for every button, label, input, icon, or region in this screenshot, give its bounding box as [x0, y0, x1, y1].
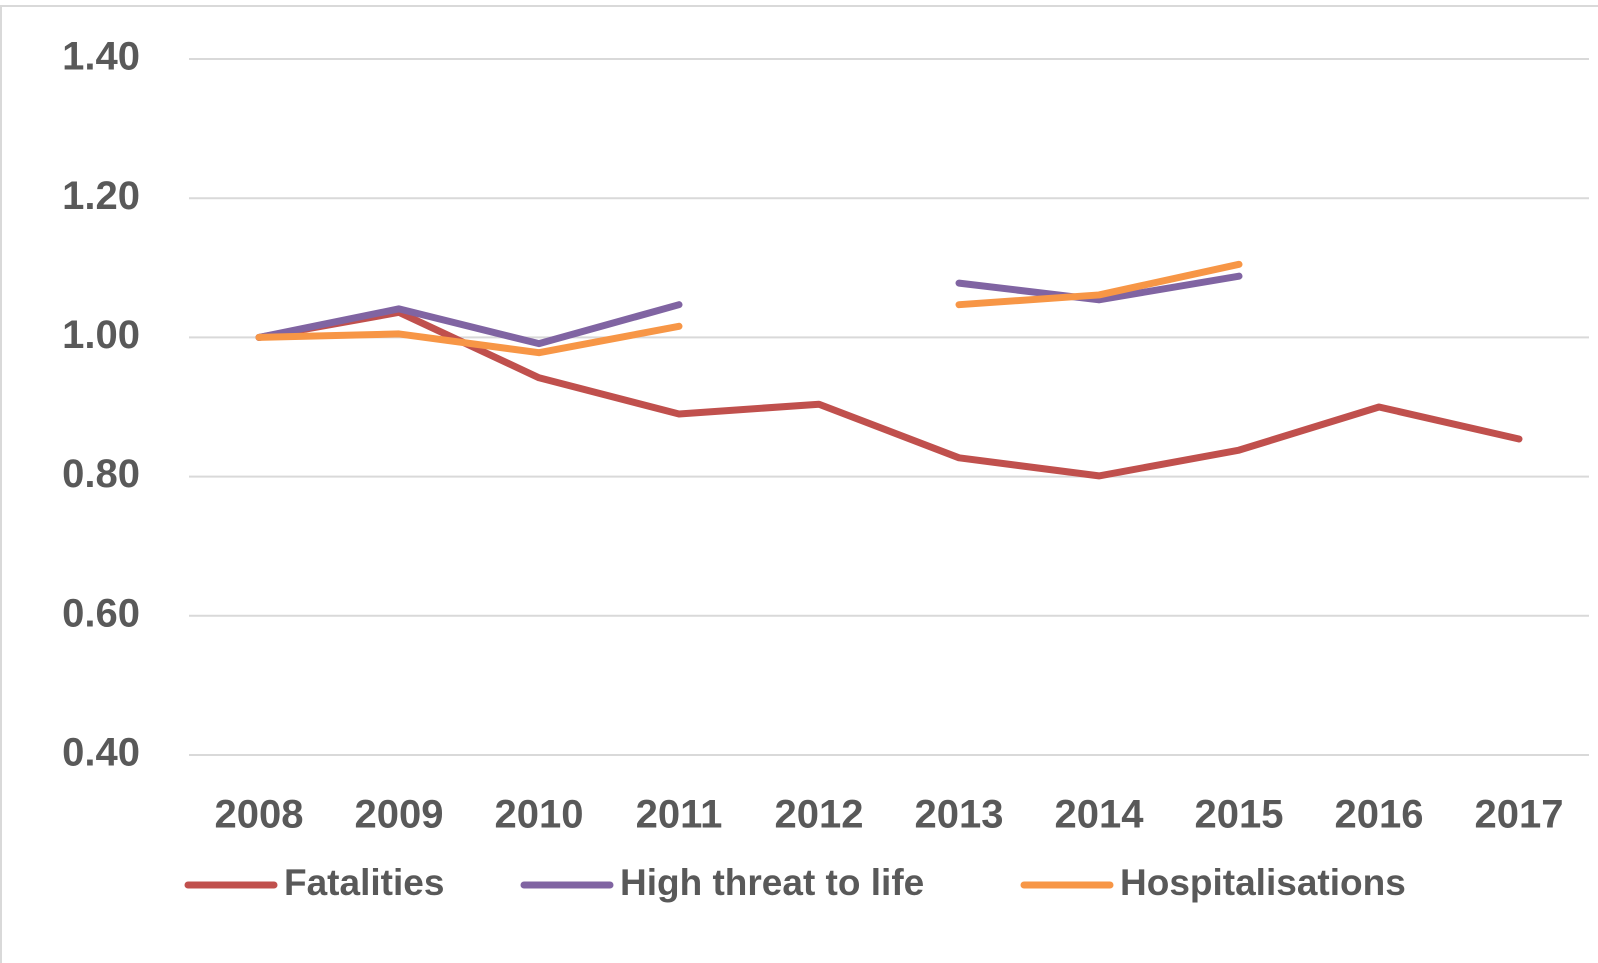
y-tick-label: 1.40: [62, 35, 140, 79]
series-line: [955, 260, 1243, 309]
legend-label: Hospitalisations: [1120, 862, 1406, 903]
x-tick-label: 2013: [915, 793, 1004, 837]
x-tick-label: 2014: [1055, 793, 1145, 837]
x-tick-label: 2017: [1475, 793, 1564, 837]
series-line: [255, 322, 683, 357]
x-tick-label: 2008: [215, 793, 304, 837]
chart-frame: [0, 5, 1598, 963]
y-tick-label: 0.60: [62, 591, 140, 635]
legend-label: High threat to life: [620, 862, 924, 903]
x-tick-label: 2011: [636, 793, 723, 837]
x-tick-label: 2015: [1195, 793, 1284, 837]
x-tick-label: 2016: [1335, 793, 1424, 837]
series-line: [255, 301, 683, 348]
y-tick-label: 1.00: [62, 313, 140, 357]
x-tick-label: 2010: [495, 793, 584, 837]
y-tick-label: 0.80: [62, 452, 140, 496]
series-line: [955, 272, 1243, 304]
x-tick-label: 2012: [775, 793, 864, 837]
x-tick-label: 2009: [355, 793, 444, 837]
legend-label: Fatalities: [284, 862, 444, 903]
y-tick-label: 1.20: [62, 174, 140, 218]
y-tick-label: 0.40: [62, 731, 140, 775]
